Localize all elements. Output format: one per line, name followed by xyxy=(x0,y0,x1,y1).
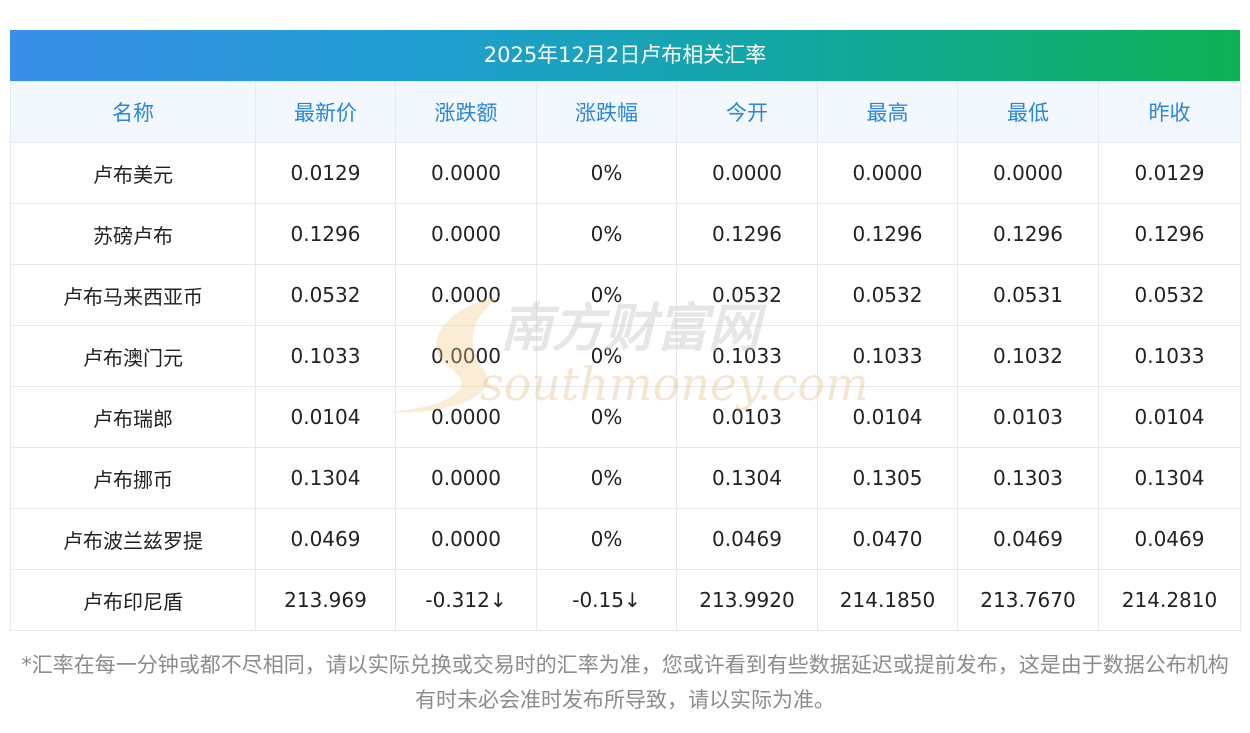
cell-low: 0.1296 xyxy=(957,203,1099,265)
table-row: 卢布挪币 0.1304 0.0000 0% 0.1304 0.1305 0.13… xyxy=(10,447,1241,509)
col-header-open: 今开 xyxy=(676,81,818,143)
col-header-change: 涨跌额 xyxy=(395,81,537,143)
cell-high: 0.1305 xyxy=(817,447,958,509)
cell-pct: 0% xyxy=(536,325,677,387)
table-title: 2025年12月2日卢布相关汇率 xyxy=(10,30,1240,81)
cell-name: 卢布澳门元 xyxy=(10,325,256,387)
cell-latest: 0.0469 xyxy=(255,508,396,570)
cell-high: 0.0470 xyxy=(817,508,958,570)
cell-open: 0.0000 xyxy=(676,142,818,204)
col-header-low: 最低 xyxy=(957,81,1099,143)
cell-open: 0.1033 xyxy=(676,325,818,387)
cell-pct: 0% xyxy=(536,264,677,326)
cell-high: 214.1850 xyxy=(817,569,958,631)
cell-open: 0.0532 xyxy=(676,264,818,326)
cell-change: 0.0000 xyxy=(395,264,537,326)
table-row: 卢布澳门元 0.1033 0.0000 0% 0.1033 0.1033 0.1… xyxy=(10,325,1241,387)
cell-high: 0.1296 xyxy=(817,203,958,265)
cell-latest: 0.1296 xyxy=(255,203,396,265)
disclaimer-note: *汇率在每一分钟或都不尽相同，请以实际兑换或交易时的汇率为准，您或许看到有些数据… xyxy=(21,653,1229,712)
table-row: 苏磅卢布 0.1296 0.0000 0% 0.1296 0.1296 0.12… xyxy=(10,203,1241,265)
cell-prev: 0.1033 xyxy=(1098,325,1241,387)
cell-name: 卢布印尼盾 xyxy=(10,569,256,631)
cell-name: 卢布波兰兹罗提 xyxy=(10,508,256,570)
header-row: 名称 最新价 涨跌额 涨跌幅 今开 最高 最低 昨收 xyxy=(10,81,1241,143)
cell-change: -0.312↓ xyxy=(395,569,537,631)
cell-name: 卢布瑞郎 xyxy=(10,386,256,448)
table-row: 卢布马来西亚币 0.0532 0.0000 0% 0.0532 0.0532 0… xyxy=(10,264,1241,326)
cell-change: 0.0000 xyxy=(395,386,537,448)
rates-table: 名称 最新价 涨跌额 涨跌幅 今开 最高 最低 昨收 卢布美元 0.0129 0… xyxy=(10,81,1241,631)
col-header-high: 最高 xyxy=(817,81,958,143)
cell-pct: 0% xyxy=(536,203,677,265)
cell-change: 0.0000 xyxy=(395,203,537,265)
cell-pct: 0% xyxy=(536,142,677,204)
cell-change: 0.0000 xyxy=(395,325,537,387)
cell-high: 0.0532 xyxy=(817,264,958,326)
cell-prev: 0.0129 xyxy=(1098,142,1241,204)
cell-open: 0.1304 xyxy=(676,447,818,509)
cell-low: 0.0531 xyxy=(957,264,1099,326)
cell-open: 213.9920 xyxy=(676,569,818,631)
table-row: 卢布瑞郎 0.0104 0.0000 0% 0.0103 0.0104 0.01… xyxy=(10,386,1241,448)
cell-low: 0.0103 xyxy=(957,386,1099,448)
cell-name: 卢布挪币 xyxy=(10,447,256,509)
cell-low: 0.1303 xyxy=(957,447,1099,509)
cell-high: 0.0000 xyxy=(817,142,958,204)
cell-latest: 0.0129 xyxy=(255,142,396,204)
cell-pct: -0.15↓ xyxy=(536,569,677,631)
cell-pct: 0% xyxy=(536,447,677,509)
table-row: 卢布美元 0.0129 0.0000 0% 0.0000 0.0000 0.00… xyxy=(10,142,1241,204)
cell-change: 0.0000 xyxy=(395,508,537,570)
col-header-pct: 涨跌幅 xyxy=(536,81,677,143)
cell-high: 0.0104 xyxy=(817,386,958,448)
cell-pct: 0% xyxy=(536,508,677,570)
cell-latest: 0.1304 xyxy=(255,447,396,509)
cell-prev: 0.1304 xyxy=(1098,447,1241,509)
cell-open: 0.0103 xyxy=(676,386,818,448)
cell-low: 0.0000 xyxy=(957,142,1099,204)
cell-high: 0.1033 xyxy=(817,325,958,387)
cell-low: 213.7670 xyxy=(957,569,1099,631)
cell-low: 0.0469 xyxy=(957,508,1099,570)
table-row: 卢布波兰兹罗提 0.0469 0.0000 0% 0.0469 0.0470 0… xyxy=(10,508,1241,570)
col-header-name: 名称 xyxy=(10,81,256,143)
cell-latest: 0.0532 xyxy=(255,264,396,326)
cell-latest: 0.1033 xyxy=(255,325,396,387)
cell-open: 0.0469 xyxy=(676,508,818,570)
cell-open: 0.1296 xyxy=(676,203,818,265)
cell-prev: 0.0469 xyxy=(1098,508,1241,570)
cell-latest: 213.969 xyxy=(255,569,396,631)
cell-prev: 0.0104 xyxy=(1098,386,1241,448)
table-row: 卢布印尼盾 213.969 -0.312↓ -0.15↓ 213.9920 21… xyxy=(10,569,1241,631)
cell-prev: 0.0532 xyxy=(1098,264,1241,326)
cell-change: 0.0000 xyxy=(395,142,537,204)
cell-name: 卢布美元 xyxy=(10,142,256,204)
cell-prev: 0.1296 xyxy=(1098,203,1241,265)
cell-pct: 0% xyxy=(536,386,677,448)
cell-name: 苏磅卢布 xyxy=(10,203,256,265)
cell-latest: 0.0104 xyxy=(255,386,396,448)
cell-name: 卢布马来西亚币 xyxy=(10,264,256,326)
cell-change: 0.0000 xyxy=(395,447,537,509)
col-header-latest: 最新价 xyxy=(255,81,396,143)
col-header-prev: 昨收 xyxy=(1098,81,1241,143)
cell-prev: 214.2810 xyxy=(1098,569,1241,631)
cell-low: 0.1032 xyxy=(957,325,1099,387)
